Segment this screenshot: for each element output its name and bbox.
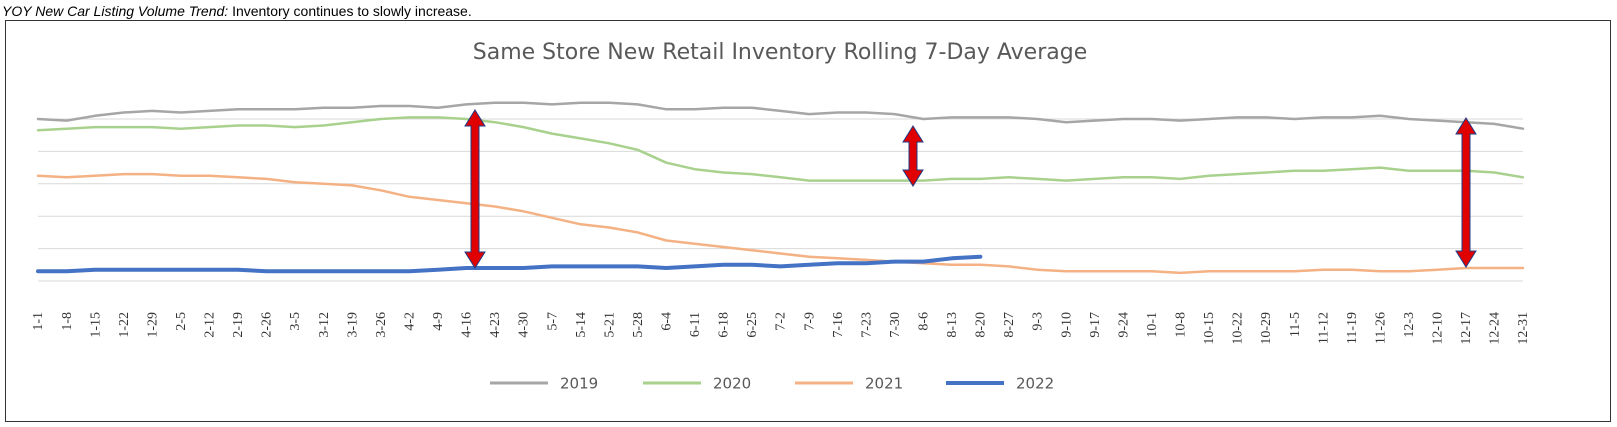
chart-title: Same Store New Retail Inventory Rolling … — [473, 40, 1087, 65]
x-tick-label: 11-5 — [1288, 312, 1303, 337]
heading-text: Inventory continues to slowly increase. — [232, 3, 472, 19]
x-tick-label: 3-19 — [345, 312, 360, 338]
x-tick-label: 9-17 — [1088, 312, 1103, 338]
x-tick-label: 11-12 — [1316, 312, 1331, 344]
x-tick-label: 2-12 — [203, 312, 218, 338]
legend-label: 2021 — [865, 375, 903, 393]
x-tick-label: 6-18 — [717, 312, 732, 338]
x-tick-label: 7-23 — [859, 312, 874, 338]
x-tick-label: 4-30 — [517, 312, 532, 338]
x-tick-label: 12-3 — [1402, 312, 1417, 338]
x-tick-label: 1-29 — [145, 312, 160, 338]
series-line — [36, 254, 983, 274]
x-tick-label: 4-2 — [402, 312, 417, 331]
x-tick-label: 7-2 — [774, 312, 789, 331]
x-tick-label: 6-11 — [688, 312, 703, 337]
x-tick-label: 10-29 — [1259, 312, 1274, 345]
x-tick-label: 8-6 — [917, 312, 932, 331]
x-tick-label: 3-12 — [317, 312, 332, 338]
x-tick-label: 10-15 — [1202, 312, 1217, 345]
x-tick-label: 1-1 — [31, 312, 46, 331]
x-tick-label: 9-24 — [1116, 312, 1131, 338]
x-tick-label: 10-22 — [1231, 312, 1246, 345]
x-tick-label: 12-10 — [1431, 312, 1446, 345]
x-tick-label: 6-4 — [659, 312, 674, 331]
grid — [38, 118, 1523, 282]
x-tick-label: 9-3 — [1031, 312, 1046, 331]
series-line — [36, 101, 1525, 130]
arrow — [464, 109, 486, 269]
legend-label: 2019 — [560, 375, 598, 393]
x-tick-label: 4-16 — [460, 312, 475, 338]
x-labels: 1-1 1-8 1-15 1-22 1-29 2-5 2-12 2-19 2-26 3-5 3-12… — [31, 312, 1531, 345]
x-tick-label: 2-26 — [260, 312, 275, 338]
x-tick-label: 11-19 — [1345, 312, 1360, 344]
arrow — [1455, 117, 1477, 268]
x-tick-label: 1-15 — [88, 312, 103, 338]
legend-label: 2020 — [713, 375, 751, 393]
series-line — [36, 172, 1525, 275]
x-tick-label: 1-8 — [60, 312, 75, 331]
legend: 2019 2020 2021 2022 — [490, 375, 1054, 393]
x-tick-label: 3-26 — [374, 312, 389, 338]
x-tick-label: 5-21 — [602, 312, 617, 338]
x-tick-label: 4-23 — [488, 312, 503, 338]
x-tick-label: 2-19 — [231, 312, 246, 338]
x-tick-label: 5-14 — [574, 312, 589, 338]
x-tick-label: 8-20 — [974, 312, 989, 338]
legend-label: 2022 — [1016, 375, 1054, 393]
x-tick-label: 5-7 — [545, 312, 560, 331]
heading-lead: YOY New Car Listing Volume Trend: — [2, 3, 228, 19]
x-tick-label: 12-17 — [1459, 312, 1474, 345]
arrow — [902, 125, 924, 187]
x-tick-label: 10-1 — [1145, 312, 1160, 338]
x-tick-label: 6-25 — [745, 312, 760, 338]
x-tick-label: 7-16 — [831, 312, 846, 338]
x-tick-label: 7-30 — [888, 312, 903, 338]
x-tick-label: 2-5 — [174, 312, 189, 331]
x-tick-label: 5-28 — [631, 312, 646, 338]
annotation-arrows — [464, 109, 1477, 269]
lines — [36, 101, 1525, 275]
series-line — [36, 116, 1525, 182]
x-tick-label: 10-8 — [1174, 312, 1189, 338]
x-tick-label: 4-9 — [431, 312, 446, 331]
x-tick-label: 12-24 — [1488, 312, 1503, 345]
x-tick-label: 8-13 — [945, 312, 960, 338]
x-tick-label: 7-9 — [802, 312, 817, 331]
heading: YOY New Car Listing Volume Trend: Invent… — [2, 3, 472, 19]
chart-frame — [5, 20, 1611, 422]
x-tick-label: 9-10 — [1059, 312, 1074, 338]
x-tick-label: 3-5 — [288, 312, 303, 331]
x-tick-label: 11-26 — [1373, 312, 1388, 344]
x-tick-label: 1-22 — [117, 312, 132, 338]
x-tick-label: 12-31 — [1516, 312, 1531, 345]
x-tick-label: 8-27 — [1002, 312, 1017, 338]
